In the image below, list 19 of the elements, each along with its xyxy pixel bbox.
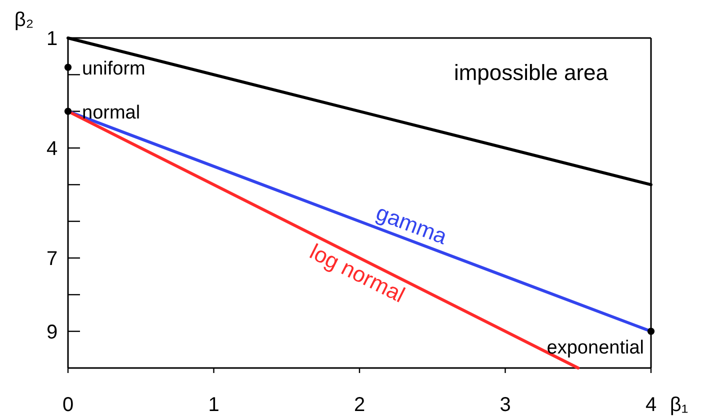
point: [64, 64, 72, 71]
y-tick-label: 9: [46, 321, 58, 344]
annotation: impossible area: [454, 60, 609, 85]
x-tick-label: 4: [645, 394, 657, 416]
series-label: exponential: [546, 337, 644, 358]
y-tick-label: 7: [46, 248, 58, 270]
series-label: normal: [82, 102, 140, 124]
x-tick-label: 1: [208, 394, 220, 416]
x-tick-label: 0: [62, 394, 74, 416]
text: gamma: [372, 200, 452, 250]
y-tick-label: 1: [46, 28, 58, 50]
y-axis-title: β₂: [14, 9, 34, 31]
point: [647, 328, 655, 335]
x-tick-label: 2: [354, 394, 366, 416]
x-axis-title: β₁: [670, 394, 688, 416]
series-label: uniform: [82, 58, 146, 80]
point: [64, 108, 72, 115]
x-tick-label: 3: [500, 394, 511, 416]
y-tick-label: 4: [46, 138, 58, 160]
